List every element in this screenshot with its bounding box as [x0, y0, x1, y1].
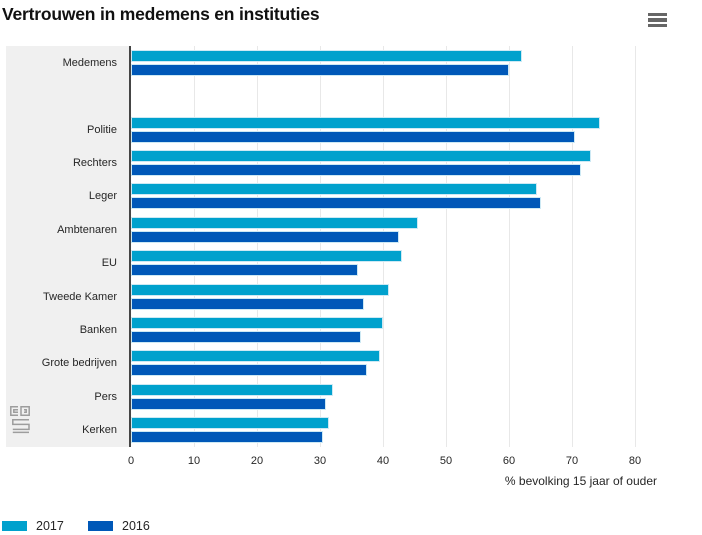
gridline-70 — [572, 46, 573, 447]
category-label-kerken: Kerken — [82, 424, 117, 437]
legend-swatch-2017 — [2, 521, 27, 531]
legend-item-2016[interactable]: 2016 — [88, 519, 168, 533]
x-tick-label-40: 40 — [376, 455, 390, 467]
bar-grote-bedrijven-2016[interactable] — [131, 364, 368, 377]
bar-pers-2017[interactable] — [131, 383, 333, 396]
x-tick-label-0: 0 — [127, 455, 135, 467]
bar-grote-bedrijven-2017[interactable] — [131, 350, 380, 363]
bar-leger-2016[interactable] — [131, 197, 541, 210]
gridline-40 — [383, 46, 384, 447]
category-label-ambtenaren: Ambtenaren — [57, 223, 117, 236]
bar-kerken-2016[interactable] — [131, 431, 324, 444]
bar-rechters-2016[interactable] — [131, 163, 582, 176]
bar-eu-2017[interactable] — [131, 250, 402, 263]
bar-medemens-2016[interactable] — [131, 63, 509, 76]
gridline-80 — [635, 46, 636, 447]
x-axis-title: % bevolking 15 jaar of ouder — [504, 474, 657, 488]
category-label-politie: Politie — [87, 123, 117, 136]
legend-item-2017[interactable]: 2017 — [2, 519, 82, 533]
bar-eu-2016[interactable] — [131, 264, 358, 277]
gridline-20 — [257, 46, 258, 447]
category-label-pers: Pers — [94, 390, 117, 403]
bar-tweede-kamer-2016[interactable] — [131, 297, 365, 310]
bar-leger-2017[interactable] — [131, 183, 538, 196]
x-tick-label-70: 70 — [565, 455, 579, 467]
category-label-leger: Leger — [88, 190, 117, 203]
x-tick-label-50: 50 — [439, 455, 453, 467]
x-tick-label-10: 10 — [187, 455, 201, 467]
category-label-tweede-kamer: Tweede Kamer — [43, 290, 117, 303]
category-label-medemens: Medemens — [62, 56, 117, 69]
y-axis-line — [129, 46, 131, 447]
legend-label-2016: 2016 — [122, 519, 150, 533]
chart-title: Vertrouwen in medemens en instituties — [2, 4, 320, 24]
category-label-banken: Banken — [79, 324, 117, 337]
hamburger-icon — [648, 12, 670, 28]
bar-medemens-2017[interactable] — [131, 49, 522, 62]
category-label-rechters: Rechters — [72, 156, 117, 169]
bar-politie-2016[interactable] — [131, 130, 576, 143]
cbs-logo — [10, 406, 30, 434]
context-menu-button[interactable] — [648, 12, 670, 30]
legend-swatch-2016 — [88, 521, 113, 531]
category-label-grote-bedrijven: Grote bedrijven — [41, 357, 117, 370]
bar-politie-2017[interactable] — [131, 116, 601, 129]
bar-ambtenaren-2016[interactable] — [131, 230, 399, 243]
bar-rechters-2017[interactable] — [131, 149, 591, 162]
bar-ambtenaren-2017[interactable] — [131, 216, 418, 229]
gridline-60 — [509, 46, 510, 447]
legend-label-2017: 2017 — [36, 519, 64, 533]
gridline-50 — [446, 46, 447, 447]
bar-pers-2016[interactable] — [131, 397, 327, 410]
bar-banken-2016[interactable] — [131, 331, 361, 344]
category-label-eu: EU — [101, 257, 117, 270]
x-tick-label-30: 30 — [313, 455, 327, 467]
bar-kerken-2017[interactable] — [131, 417, 330, 430]
x-tick-label-80: 80 — [628, 455, 642, 467]
gridline-30 — [320, 46, 321, 447]
category-axis-panel — [6, 46, 131, 447]
gridline-10 — [194, 46, 195, 447]
bar-tweede-kamer-2017[interactable] — [131, 283, 390, 296]
x-tick-label-20: 20 — [250, 455, 264, 467]
bar-banken-2017[interactable] — [131, 317, 383, 330]
x-tick-label-60: 60 — [502, 455, 516, 467]
